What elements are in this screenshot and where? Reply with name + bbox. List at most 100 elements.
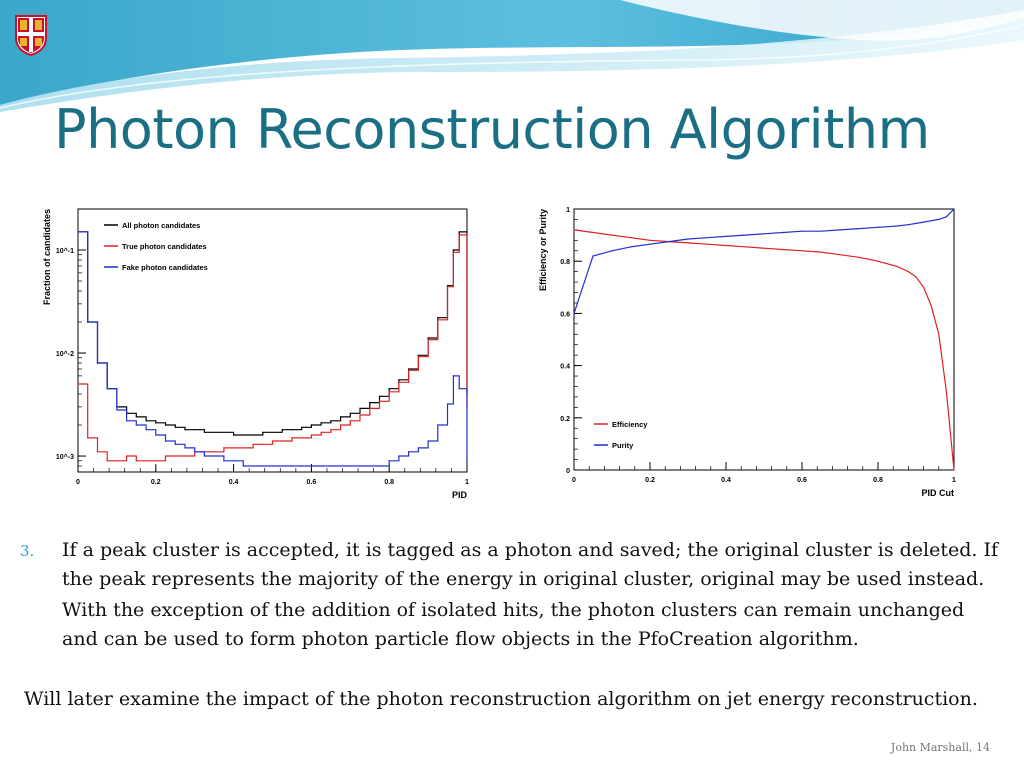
data-point <box>378 395 381 397</box>
x-tick-label: 0.2 <box>645 477 655 484</box>
data-point <box>87 321 89 323</box>
data-point <box>458 234 460 236</box>
data-point <box>446 403 449 405</box>
data-point <box>87 437 89 439</box>
data-point <box>291 465 293 467</box>
x-tick-label: 0.4 <box>229 479 239 486</box>
slide-title: Photon Reconstruction Algorithm <box>54 98 930 161</box>
data-point <box>184 455 186 457</box>
data-point <box>135 460 137 462</box>
x-tick-label: 0.4 <box>721 477 731 484</box>
data-point <box>155 422 157 424</box>
data-point <box>262 465 264 467</box>
legend-label: All photon candidates <box>122 221 200 230</box>
data-point <box>744 246 746 248</box>
data-point <box>349 465 351 467</box>
data-point <box>203 431 206 433</box>
x-tick-label: 0.6 <box>797 477 807 484</box>
data-point <box>938 333 940 335</box>
y-tick-label: 10^-1 <box>56 247 74 255</box>
y-tick-label: 0 <box>566 468 570 475</box>
data-point <box>271 440 274 442</box>
data-point <box>203 455 206 457</box>
y-tick-label: 10^-2 <box>56 350 74 358</box>
y-tick-label: 0.2 <box>560 416 570 423</box>
data-point <box>592 255 594 257</box>
data-point <box>223 447 225 449</box>
data-point <box>687 238 689 240</box>
data-point <box>194 451 196 453</box>
bullet-number: 3. <box>20 542 35 560</box>
data-point <box>388 460 390 462</box>
data-point <box>953 208 955 210</box>
data-point <box>398 381 400 383</box>
y-tick-label: 0.6 <box>560 311 570 318</box>
y-tick-label: 0.8 <box>560 259 570 266</box>
pid-distribution-chart: 0 0.2 0.4 0.6 0.8 1 10^-1 10^-2 10^-3 PID Fraction… <box>38 200 478 500</box>
data-point <box>359 465 361 467</box>
data-point <box>915 222 917 224</box>
data-point <box>820 251 822 253</box>
data-point <box>930 220 932 222</box>
data-point <box>611 250 613 252</box>
slide-footer: John Marshall, 14 <box>890 741 990 754</box>
data-point <box>213 431 215 433</box>
data-point <box>446 285 449 287</box>
data-point <box>427 337 429 339</box>
data-point <box>452 375 454 377</box>
legend-label: True photon candidates <box>122 242 207 251</box>
data-point <box>458 388 460 390</box>
data-point <box>320 422 322 424</box>
data-point <box>839 229 841 231</box>
data-point <box>896 225 898 227</box>
plot-frame <box>573 208 955 471</box>
data-point <box>116 460 118 462</box>
data-point <box>417 356 419 358</box>
data-point <box>408 451 410 453</box>
data-point <box>96 451 99 453</box>
data-point <box>417 354 419 356</box>
bullet-text: If a peak cluster is accepted, it is tag… <box>62 539 999 590</box>
data-point <box>945 391 947 393</box>
data-point <box>339 416 342 418</box>
data-point <box>427 338 429 341</box>
data-point <box>349 420 351 422</box>
data-point <box>330 420 332 422</box>
data-point <box>339 424 342 426</box>
y-tick-label: 1 <box>566 207 570 214</box>
data-point <box>339 465 342 467</box>
data-point <box>782 248 784 251</box>
data-point <box>223 431 225 433</box>
data-point <box>281 440 283 442</box>
data-point <box>801 230 803 232</box>
data-point <box>839 254 841 256</box>
data-point <box>320 431 322 433</box>
data-point <box>388 391 390 393</box>
data-point <box>953 469 955 471</box>
header-banner <box>0 0 1024 112</box>
data-point <box>877 260 879 262</box>
data-point <box>417 447 419 449</box>
data-point <box>915 276 917 278</box>
data-point <box>291 429 293 431</box>
data-point <box>155 434 157 436</box>
data-point <box>907 271 909 273</box>
data-point <box>369 465 371 467</box>
data-point <box>281 465 283 467</box>
data-point <box>145 429 147 431</box>
data-point <box>437 319 439 321</box>
data-point <box>242 465 244 467</box>
x-tick-label: 0 <box>572 477 576 484</box>
legend-label: Purity <box>612 441 634 450</box>
data-point <box>262 431 264 433</box>
chart-svg: 0 0.2 0.4 0.6 0.8 1 10^-1 10^-2 10^-3 PID Fraction… <box>42 208 469 500</box>
y-tick-label: 0.4 <box>560 364 570 371</box>
data-point <box>116 409 118 411</box>
data-point <box>649 239 651 241</box>
data-point <box>782 231 784 234</box>
data-point <box>271 431 274 433</box>
x-tick-label: 0.8 <box>384 479 394 486</box>
bullet-list: 3. If a peak cluster is accepted, it is … <box>20 536 1000 654</box>
data-point <box>706 237 708 239</box>
data-point <box>135 424 137 426</box>
